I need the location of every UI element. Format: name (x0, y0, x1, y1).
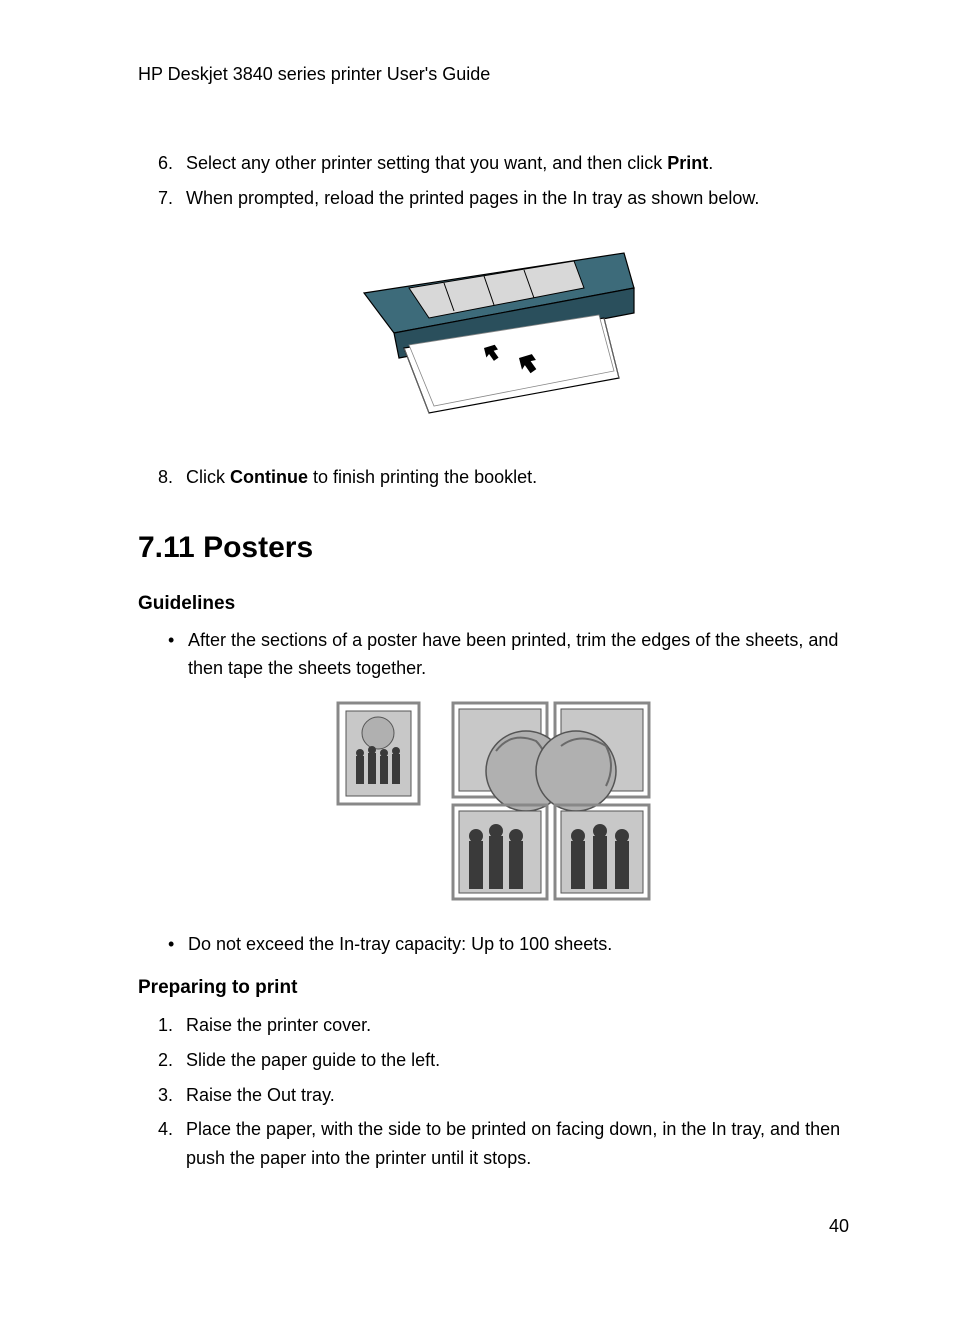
continue-keyword: Continue (230, 467, 308, 487)
page-container: HP Deskjet 3840 series printer User's Gu… (0, 0, 954, 1173)
item-number: 2. (158, 1046, 186, 1075)
preparing-item-2: 2. Slide the paper guide to the left. (158, 1046, 849, 1075)
poster-illustration (138, 701, 849, 901)
poster-grid-frame (451, 701, 651, 901)
preparing-list: 1. Raise the printer cover. 2. Slide the… (138, 1011, 849, 1173)
instruction-list-continued: 6. Select any other printer setting that… (138, 149, 849, 213)
guideline-item-1: • After the sections of a poster have be… (168, 627, 849, 683)
guidelines-list: • After the sections of a poster have be… (138, 627, 849, 683)
page-number: 40 (829, 1216, 849, 1237)
preparing-item-1: 1. Raise the printer cover. (158, 1011, 849, 1040)
preparing-item-4: 4. Place the paper, with the side to be … (158, 1115, 849, 1173)
list-item-8: 8. Click Continue to finish printing the… (158, 463, 849, 492)
item-text: When prompted, reload the printed pages … (186, 184, 849, 213)
instruction-list-continued-2: 8. Click Continue to finish printing the… (138, 463, 849, 492)
item-number: 1. (158, 1011, 186, 1040)
item-number: 8. (158, 463, 186, 492)
bullet-icon: • (168, 627, 188, 683)
preparing-heading: Preparing to print (138, 977, 849, 999)
list-item-6: 6. Select any other printer setting that… (158, 149, 849, 178)
item-text: Slide the paper guide to the left. (186, 1046, 849, 1075)
guideline-text: After the sections of a poster have been… (188, 627, 849, 683)
item-number: 6. (158, 149, 186, 178)
guidelines-heading: Guidelines (138, 593, 849, 615)
item-text: Place the paper, with the side to be pri… (186, 1115, 849, 1173)
guideline-item-2: • Do not exceed the In-tray capacity: Up… (168, 931, 849, 959)
list-item-7: 7. When prompted, reload the printed pag… (158, 184, 849, 213)
item-number: 7. (158, 184, 186, 213)
section-heading-posters: 7.11 Posters (138, 531, 849, 565)
item-number: 3. (158, 1081, 186, 1110)
document-header: HP Deskjet 3840 series printer User's Gu… (138, 64, 849, 85)
printer-svg (344, 233, 644, 433)
item-text: Raise the Out tray. (186, 1081, 849, 1110)
guidelines-list-2: • Do not exceed the In-tray capacity: Up… (138, 931, 849, 959)
item-text: Click Continue to finish printing the bo… (186, 463, 849, 492)
item-text: Select any other printer setting that yo… (186, 149, 849, 178)
bullet-icon: • (168, 931, 188, 959)
item-text: Raise the printer cover. (186, 1011, 849, 1040)
guideline-text: Do not exceed the In-tray capacity: Up t… (188, 931, 849, 959)
printer-illustration (138, 233, 849, 433)
poster-small-frame (336, 701, 421, 806)
print-keyword: Print (667, 153, 708, 173)
item-number: 4. (158, 1115, 186, 1173)
preparing-item-3: 3. Raise the Out tray. (158, 1081, 849, 1110)
